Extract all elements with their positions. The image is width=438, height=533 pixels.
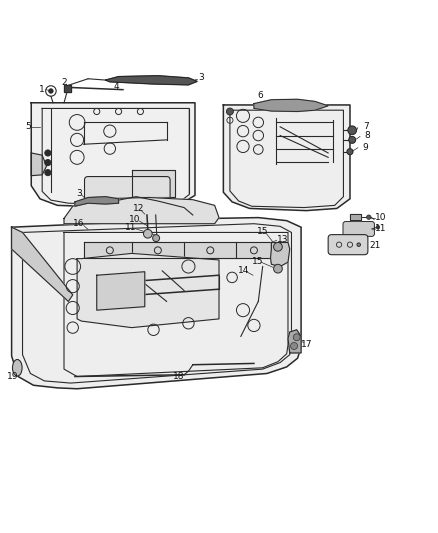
Text: 21: 21	[370, 241, 381, 250]
Text: 9: 9	[362, 143, 368, 152]
Polygon shape	[223, 105, 350, 211]
Polygon shape	[64, 85, 71, 92]
Text: 13: 13	[276, 235, 288, 244]
Polygon shape	[106, 76, 197, 85]
Polygon shape	[350, 214, 361, 220]
Text: 15: 15	[257, 227, 268, 236]
Text: 7: 7	[363, 122, 368, 131]
Text: 3: 3	[199, 74, 205, 83]
Polygon shape	[31, 153, 46, 176]
Text: 14: 14	[238, 266, 249, 276]
Circle shape	[226, 108, 233, 115]
Circle shape	[45, 159, 51, 166]
Text: 3: 3	[76, 189, 82, 198]
Text: 1: 1	[39, 85, 45, 94]
Circle shape	[45, 169, 51, 176]
FancyBboxPatch shape	[85, 176, 170, 205]
Circle shape	[274, 243, 283, 251]
Polygon shape	[31, 103, 195, 207]
Polygon shape	[75, 197, 119, 206]
Circle shape	[45, 150, 51, 156]
Text: 19: 19	[7, 372, 19, 381]
Polygon shape	[77, 253, 219, 328]
Text: 10: 10	[375, 213, 386, 222]
FancyBboxPatch shape	[343, 222, 374, 236]
Text: 18: 18	[173, 372, 184, 381]
Polygon shape	[254, 99, 328, 111]
Text: 8: 8	[364, 131, 370, 140]
Text: 2: 2	[61, 78, 67, 87]
Circle shape	[349, 136, 356, 143]
Text: 15: 15	[252, 257, 263, 266]
Circle shape	[357, 243, 360, 246]
Circle shape	[293, 334, 300, 341]
Circle shape	[274, 264, 283, 273]
Polygon shape	[271, 243, 290, 266]
Text: 5: 5	[25, 122, 31, 131]
Text: 6: 6	[258, 91, 263, 100]
Text: 4: 4	[113, 82, 119, 91]
Polygon shape	[97, 272, 145, 310]
Polygon shape	[132, 171, 175, 197]
Text: 11: 11	[375, 224, 386, 233]
Text: 11: 11	[125, 223, 136, 232]
Polygon shape	[64, 198, 219, 224]
Text: 16: 16	[73, 219, 84, 228]
FancyBboxPatch shape	[328, 235, 368, 255]
Circle shape	[290, 343, 297, 350]
Polygon shape	[12, 227, 73, 302]
Circle shape	[144, 229, 152, 238]
Circle shape	[348, 126, 357, 135]
Text: 17: 17	[300, 340, 312, 349]
Polygon shape	[288, 330, 301, 353]
Circle shape	[49, 89, 53, 93]
Text: 12: 12	[133, 204, 144, 213]
Polygon shape	[84, 243, 272, 258]
Circle shape	[347, 149, 353, 155]
Ellipse shape	[12, 359, 22, 376]
Circle shape	[152, 235, 159, 241]
Polygon shape	[12, 217, 301, 389]
Circle shape	[367, 215, 371, 220]
Circle shape	[376, 225, 380, 229]
Text: 10: 10	[129, 215, 141, 224]
